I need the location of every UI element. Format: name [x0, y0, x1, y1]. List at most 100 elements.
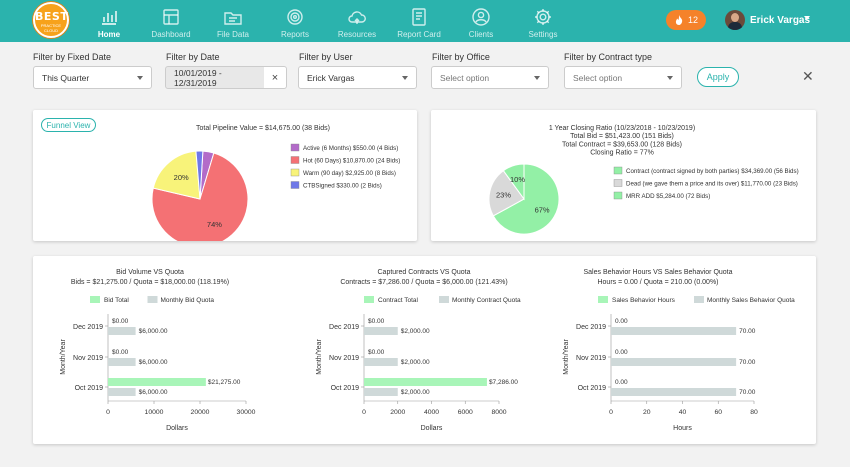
- bar-value-label: 70.00: [739, 389, 756, 396]
- nav-item-clients[interactable]: Clients: [450, 0, 512, 42]
- contract-type-select[interactable]: Select option: [564, 66, 682, 89]
- chevron-down-icon: [667, 76, 673, 80]
- legend-swatch: [290, 156, 300, 164]
- user-name[interactable]: Erick Vargas: [750, 15, 811, 26]
- logo-subtext: PRACTICE CLOUD: [40, 23, 62, 33]
- close-icon[interactable]: ✕: [802, 68, 814, 84]
- pie-slice-label: 67%: [535, 206, 550, 215]
- chart-title: Total Pipeline Value = $14,675.00 (38 Bi…: [196, 125, 330, 132]
- closing-ratio-pie-chart: 1 Year Closing Ratio (10/23/2018 - 10/23…: [488, 125, 799, 235]
- pipeline-pie-chart: Total Pipeline Value = $14,675.00 (38 Bi…: [151, 125, 400, 248]
- y-axis-title: Month/Year: [563, 339, 570, 375]
- pie-slice-label: 20%: [174, 173, 189, 182]
- bar: [108, 358, 136, 366]
- legend-swatch: [364, 296, 374, 303]
- x-axis-title: Dollars: [421, 425, 443, 432]
- chart-title: Captured Contracts VS Quota: [378, 269, 471, 276]
- bar: [611, 388, 737, 396]
- fire-icon: [675, 15, 683, 25]
- pie-slice: [502, 163, 525, 201]
- office-filter-label: Filter by Office: [432, 52, 490, 62]
- nav-item-dashboard[interactable]: Dashboard: [140, 0, 202, 42]
- bar-value-label: $0.00: [368, 349, 385, 356]
- top-navigation-bar: BEST PRACTICE CLOUD Home Dashboard File Da…: [0, 0, 850, 42]
- apply-button[interactable]: Apply: [697, 67, 739, 87]
- x-tick-label: 10000: [145, 409, 164, 416]
- nav-item-file-data[interactable]: File Data: [202, 0, 264, 42]
- nav-item-reports[interactable]: Reports: [264, 0, 326, 42]
- bar-value-label: 70.00: [739, 328, 756, 335]
- nav-item-report-card[interactable]: Report Card: [388, 0, 450, 42]
- y-tick-label: Dec 2019: [73, 324, 103, 331]
- nav-item-settings[interactable]: Settings: [512, 0, 574, 42]
- company-logo[interactable]: BEST PRACTICE CLOUD: [33, 2, 69, 38]
- bar-value-label: 0.00: [615, 379, 628, 386]
- x-tick-label: 60: [714, 409, 722, 416]
- nav-label: Home: [97, 30, 121, 39]
- bar-value-label: $0.00: [368, 318, 385, 325]
- main-nav: Home Dashboard File Data Reports Resources Re…: [78, 0, 574, 42]
- nav-label: File Data: [216, 30, 249, 39]
- folder-icon: [224, 12, 242, 25]
- legend-label: Dead (we gave them a price and its over)…: [626, 181, 798, 188]
- legend-label: Sales Behavior Hours: [612, 297, 676, 304]
- date-range-input[interactable]: 10/01/2019 - 12/31/2019: [165, 66, 265, 89]
- legend-label: Active (6 Months) $550.00 (4 Bids): [303, 145, 398, 152]
- office-select-placeholder: Select option: [440, 72, 490, 83]
- avatar[interactable]: [725, 10, 745, 30]
- y-tick-label: Nov 2019: [576, 355, 606, 362]
- fixed-date-select[interactable]: This Quarter: [33, 66, 152, 89]
- chart-title: Sales Behavior Hours VS Sales Behavior Q…: [583, 269, 732, 276]
- legend-swatch: [613, 179, 623, 187]
- dashboard-icon: [163, 9, 179, 25]
- x-tick-label: 2000: [390, 409, 405, 416]
- chart-title-line: Total Bid = $51,423.00 (151 Bids): [570, 133, 674, 140]
- user-filter-label: Filter by User: [299, 52, 353, 62]
- bar-value-label: 0.00: [615, 349, 628, 356]
- chart-subtitle: Hours = 0.00 / Quota = 210.00 (0.00%): [597, 279, 718, 286]
- legend-label: Contract Total: [378, 297, 419, 304]
- legend-label: Monthly Sales Behavior Quota: [707, 297, 795, 304]
- bar: [364, 388, 398, 396]
- chart-title-line: 1 Year Closing Ratio (10/23/2018 - 10/23…: [549, 125, 695, 132]
- x-tick-label: 0: [609, 409, 613, 416]
- bar: [611, 327, 737, 335]
- chevron-down-icon: [137, 76, 143, 80]
- legend-swatch: [613, 191, 623, 200]
- nav-label: Settings: [528, 30, 558, 39]
- fixed-date-filter-label: Filter by Fixed Date: [33, 52, 112, 62]
- funnel-view-button[interactable]: Funnel View: [41, 118, 96, 132]
- y-axis-title: Month/Year: [60, 339, 67, 375]
- chart-subtitle: Contracts = $7,286.00 / Quota = $6,000.0…: [340, 279, 507, 286]
- x-tick-label: 80: [750, 409, 758, 416]
- target-icon: [287, 9, 303, 25]
- chart-title: Bid Volume VS Quota: [116, 269, 184, 276]
- pie-slice: [488, 169, 525, 217]
- notifications-badge[interactable]: 12: [666, 10, 706, 30]
- x-tick-label: 8000: [491, 409, 506, 416]
- nav-item-home[interactable]: Home: [78, 0, 140, 42]
- pie-slice: [152, 150, 201, 200]
- bar-value-label: $6,000.00: [139, 389, 168, 396]
- nav-label: Resources: [337, 30, 377, 39]
- date-range-value: 10/01/2019 - 12/31/2019: [174, 67, 222, 88]
- clear-date-button[interactable]: ×: [264, 66, 287, 89]
- x-axis-title: Hours: [673, 425, 692, 432]
- x-tick-label: 20: [643, 409, 651, 416]
- legend-swatch: [598, 296, 608, 303]
- x-tick-label: 0: [362, 409, 366, 416]
- legend-label: MRR ADD $5,284.00 (72 Bids): [626, 193, 710, 200]
- office-select[interactable]: Select option: [431, 66, 549, 89]
- gear-icon: [535, 9, 551, 25]
- chart-title-line: Closing Ratio = 77%: [590, 150, 654, 157]
- chevron-down-icon: [534, 76, 540, 80]
- legend-label: Monthly Contract Quota: [452, 297, 521, 304]
- closing-ratio-card: 1 Year Closing Ratio (10/23/2018 - 10/23…: [431, 110, 816, 241]
- nav-item-resources[interactable]: Resources: [326, 0, 388, 42]
- bar-value-label: $2,000.00: [401, 389, 430, 396]
- pipeline-card: Total Pipeline Value = $14,675.00 (38 Bi…: [33, 110, 417, 248]
- user-select[interactable]: Erick Vargas: [298, 66, 417, 89]
- chevron-down-icon[interactable]: [804, 16, 810, 20]
- bar-value-label: $6,000.00: [139, 359, 168, 366]
- pie-slice-label: 23%: [496, 190, 511, 199]
